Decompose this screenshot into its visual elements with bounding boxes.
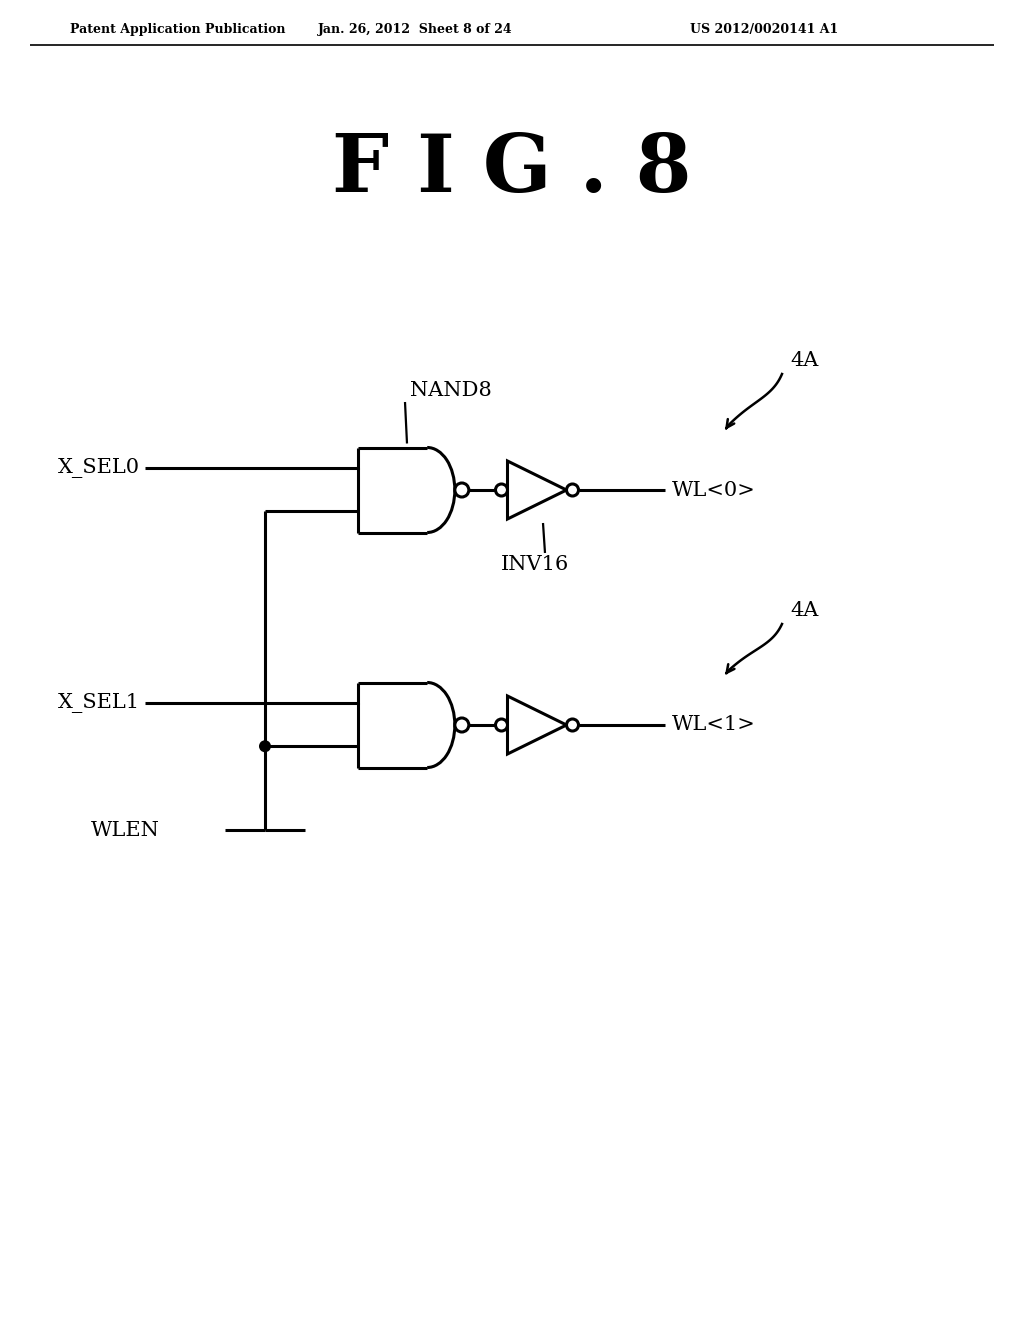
Text: US 2012/0020141 A1: US 2012/0020141 A1 [690, 24, 839, 37]
Text: WL<1>: WL<1> [672, 715, 756, 734]
Circle shape [566, 719, 579, 731]
Text: WLEN: WLEN [91, 821, 160, 840]
Text: NAND8: NAND8 [410, 380, 492, 400]
Circle shape [496, 719, 508, 731]
Circle shape [455, 718, 469, 733]
Text: INV16: INV16 [501, 556, 569, 574]
Text: Jan. 26, 2012  Sheet 8 of 24: Jan. 26, 2012 Sheet 8 of 24 [317, 24, 512, 37]
Circle shape [259, 741, 271, 752]
Circle shape [496, 484, 508, 496]
Circle shape [566, 484, 579, 496]
Text: 4A: 4A [790, 351, 818, 370]
Circle shape [455, 483, 469, 498]
Text: WL<0>: WL<0> [672, 480, 756, 499]
Text: F I G . 8: F I G . 8 [332, 131, 692, 209]
Text: 4A: 4A [790, 601, 818, 619]
Text: X_SEL1: X_SEL1 [58, 693, 140, 713]
Text: Patent Application Publication: Patent Application Publication [70, 24, 286, 37]
Text: X_SEL0: X_SEL0 [58, 458, 140, 478]
